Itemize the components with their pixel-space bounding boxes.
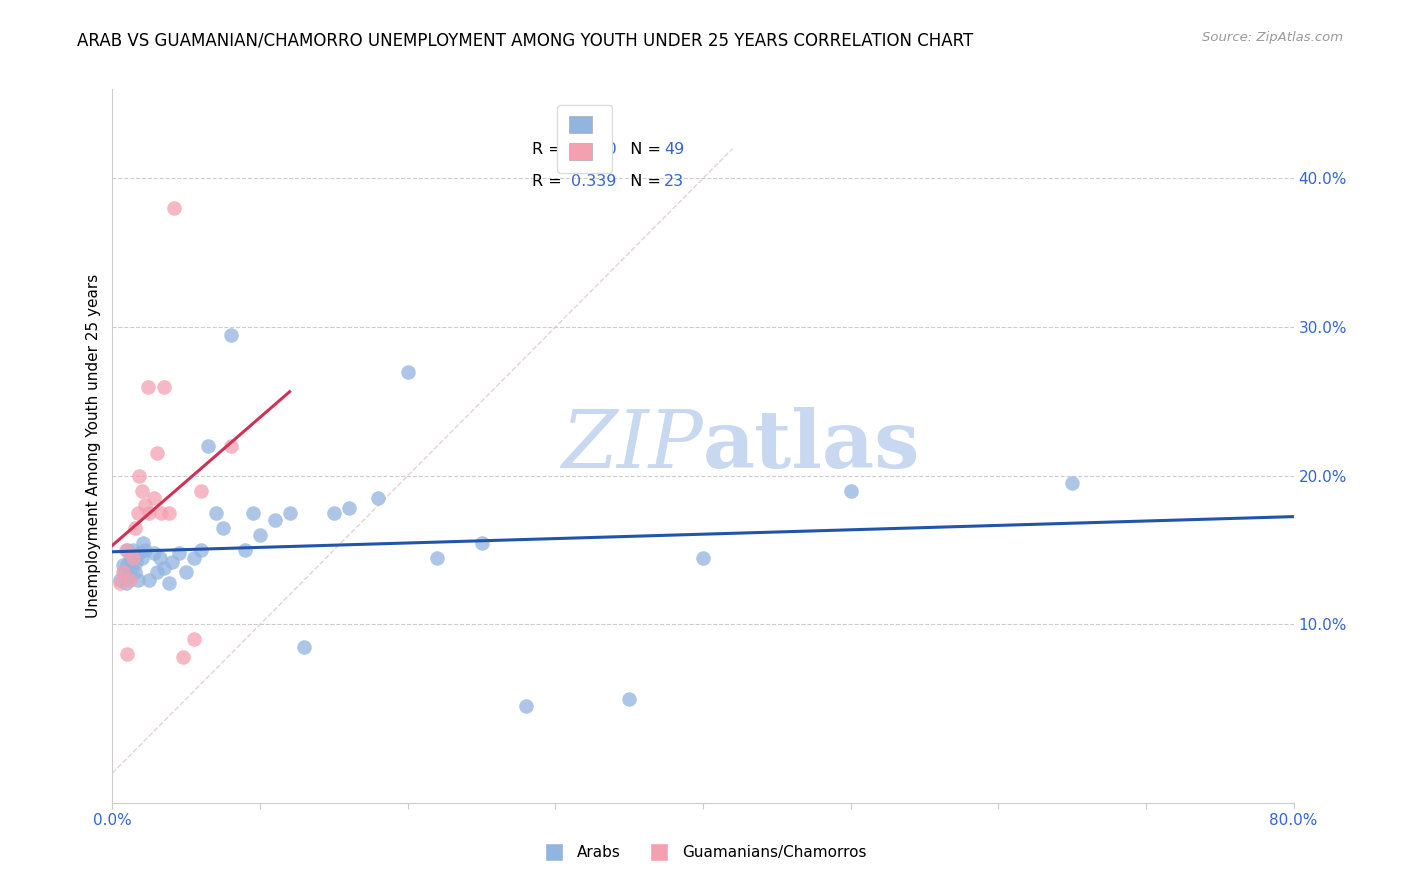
Point: [114, 543, 136, 558]
Point: [426, 550, 449, 565]
Text: ARAB VS GUAMANIAN/CHAMORRO UNEMPLOYMENT AMONG YOUTH UNDER 25 YEARS CORRELATION C: ARAB VS GUAMANIAN/CHAMORRO UNEMPLOYMENT …: [77, 31, 973, 49]
Point: [111, 566, 134, 580]
Point: [149, 550, 172, 565]
Text: N =: N =: [620, 175, 666, 189]
Point: [134, 499, 156, 513]
Point: [108, 573, 131, 587]
Point: [249, 528, 271, 542]
Point: [134, 543, 156, 558]
Point: [337, 501, 360, 516]
Point: [219, 327, 242, 342]
Point: [125, 555, 148, 569]
Point: [138, 506, 160, 520]
Point: [396, 365, 419, 379]
Text: Source: ZipAtlas.com: Source: ZipAtlas.com: [1202, 31, 1343, 45]
Point: [142, 491, 165, 505]
Point: [233, 543, 256, 558]
Point: [278, 506, 301, 520]
Point: [619, 691, 641, 706]
Point: [128, 546, 150, 560]
Point: [111, 558, 134, 572]
Text: 23: 23: [664, 175, 685, 189]
Point: [323, 506, 346, 520]
Text: ZIP: ZIP: [561, 408, 703, 484]
Point: [131, 483, 153, 498]
Text: 49: 49: [664, 143, 685, 157]
Point: [138, 573, 160, 587]
Y-axis label: Unemployment Among Youth under 25 years: Unemployment Among Youth under 25 years: [86, 274, 101, 618]
Point: [190, 483, 212, 498]
Point: [515, 699, 537, 714]
Point: [132, 535, 155, 549]
Point: [131, 550, 153, 565]
Point: [1062, 476, 1084, 491]
Point: [183, 632, 205, 647]
Point: [292, 640, 315, 654]
Point: [118, 570, 141, 584]
Text: R =: R =: [531, 175, 567, 189]
Point: [120, 550, 142, 565]
Point: [122, 543, 145, 558]
Point: [108, 575, 131, 590]
Point: [242, 506, 264, 520]
Text: N =: N =: [620, 143, 666, 157]
Point: [160, 555, 183, 569]
Text: R =: R =: [531, 143, 567, 157]
Point: [264, 513, 287, 527]
Point: [183, 550, 205, 565]
Point: [692, 550, 714, 565]
Point: [167, 546, 190, 560]
Point: [470, 535, 494, 549]
Point: [114, 575, 136, 590]
Point: [157, 506, 180, 520]
Point: [205, 506, 228, 520]
Point: [112, 566, 135, 580]
Point: [197, 439, 219, 453]
Point: [136, 379, 159, 393]
Point: [163, 201, 186, 215]
Point: [117, 647, 138, 661]
Point: [146, 446, 169, 460]
Text: 0.339: 0.339: [571, 175, 616, 189]
Point: [117, 543, 138, 558]
Point: [124, 521, 146, 535]
Point: [127, 506, 149, 520]
Point: [157, 575, 180, 590]
Point: [153, 561, 176, 575]
Point: [839, 483, 862, 498]
Text: 0.210: 0.210: [571, 143, 616, 157]
Point: [128, 468, 150, 483]
Legend: Arabs, Guamanians/Chamorros: Arabs, Guamanians/Chamorros: [533, 839, 873, 866]
Point: [212, 521, 235, 535]
Point: [174, 566, 197, 580]
Point: [142, 546, 165, 560]
Point: [219, 439, 242, 453]
Text: atlas: atlas: [703, 407, 921, 485]
Point: [190, 543, 212, 558]
Point: [121, 561, 143, 575]
Point: [146, 566, 169, 580]
Point: [153, 379, 176, 393]
Point: [172, 650, 194, 665]
Point: [150, 506, 173, 520]
Point: [127, 573, 149, 587]
Point: [122, 550, 145, 565]
Point: [367, 491, 389, 505]
Point: [117, 558, 138, 572]
Point: [120, 573, 142, 587]
Point: [124, 566, 146, 580]
